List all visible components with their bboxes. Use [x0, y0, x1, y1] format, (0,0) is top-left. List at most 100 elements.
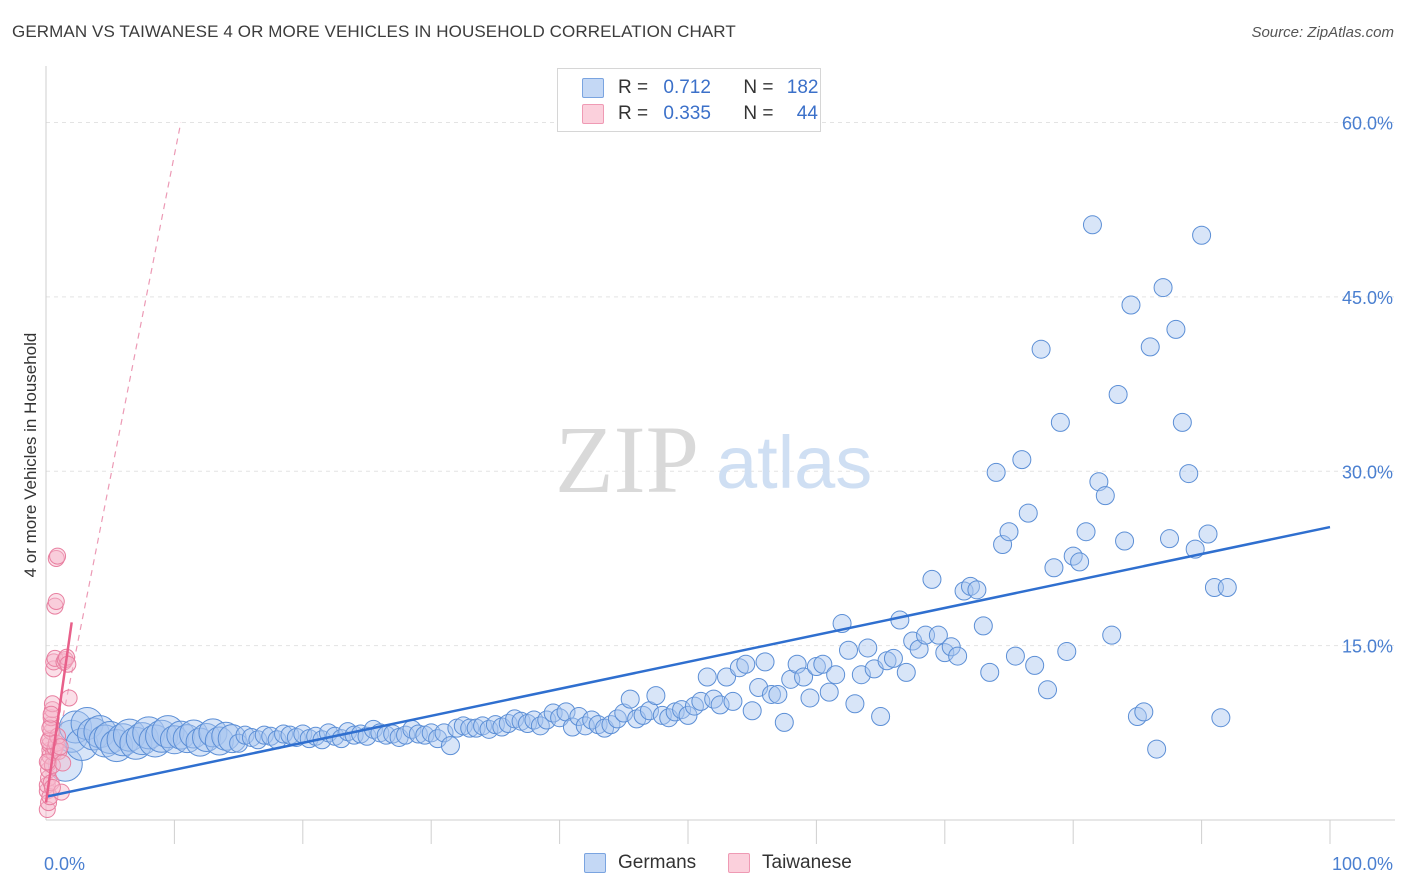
chart-title: GERMAN VS TAIWANESE 4 OR MORE VEHICLES I… — [12, 22, 736, 41]
bottom-legend-swatch-taiwanese — [728, 853, 750, 873]
germans-point — [1070, 552, 1090, 572]
germans-point — [1031, 339, 1051, 359]
germans-points — [47, 215, 1237, 782]
legend-r-value: 0.712 — [663, 77, 711, 98]
legend-swatch-taiwanese — [582, 104, 604, 124]
x-tick-label: 100.0% — [1332, 854, 1393, 874]
legend-n-value: 44 — [796, 103, 818, 124]
germans-point — [1153, 278, 1173, 298]
germans-point — [100, 729, 134, 763]
germans-point — [1172, 412, 1192, 432]
germans-point — [1166, 319, 1186, 339]
germans-point — [1140, 337, 1160, 357]
germans-point — [83, 715, 117, 749]
germans-point — [967, 580, 987, 600]
x-tick-labels: 0.0% 100.0% — [44, 854, 1393, 874]
germans-point — [1198, 524, 1218, 544]
germans-point — [896, 662, 916, 682]
germans-point — [948, 646, 968, 666]
germans-point — [1121, 295, 1141, 315]
legend-swatch-germans — [582, 78, 604, 98]
germans-point — [198, 718, 228, 748]
germans-trend-line — [45, 525, 1331, 798]
germans-point — [742, 701, 762, 721]
taiwanese-point — [60, 689, 78, 707]
germans-point — [819, 682, 839, 702]
germans-point — [125, 722, 159, 756]
germans-point — [595, 718, 615, 738]
legend-r-label: R = — [618, 103, 649, 124]
germans-point — [620, 689, 640, 709]
legend-row-germans: R = 0.712 N = 182 — [582, 75, 818, 101]
germans-point — [1025, 655, 1045, 675]
germans-point — [909, 639, 929, 659]
germans-point — [1038, 680, 1058, 700]
germans-point — [960, 576, 980, 596]
germans-point — [890, 610, 910, 630]
germans-point — [646, 686, 666, 706]
germans-point — [787, 654, 807, 674]
legend-n-value: 182 — [786, 77, 819, 98]
germans-point — [1211, 708, 1231, 728]
taiwanese-point — [40, 732, 58, 750]
germans-point — [993, 534, 1013, 554]
axes — [45, 66, 1395, 844]
legend-r-label: R = — [618, 77, 649, 98]
germans-point — [434, 723, 454, 743]
germans-point — [440, 736, 460, 756]
germans-point — [569, 707, 589, 727]
bottom-legend-taiwanese: Taiwanese — [728, 852, 852, 874]
taiwanese-points — [38, 547, 78, 819]
germans-point — [254, 725, 274, 745]
germans-point — [941, 637, 961, 657]
y-tick-label: 15.0% — [1342, 637, 1393, 657]
watermark-zip: ZIP — [555, 406, 699, 513]
bottom-legend-label: Germans — [618, 852, 697, 873]
bottom-legend-germans: Germans — [584, 852, 696, 874]
germans-point — [1134, 702, 1154, 722]
trend-lines — [44, 525, 1331, 803]
germans-point — [813, 654, 833, 674]
watermark: ZIP atlas — [555, 406, 872, 513]
germans-point — [697, 667, 717, 687]
germans-point — [1147, 739, 1167, 759]
germans-point — [761, 684, 781, 704]
taiwanese-trend-extension — [45, 122, 182, 803]
legend-r-value: 0.335 — [663, 103, 711, 124]
germans-point — [729, 658, 749, 678]
x-tick-label: 0.0% — [44, 854, 85, 874]
bottom-legend-swatch-germans — [584, 853, 606, 873]
germans-point — [980, 662, 1000, 682]
germans-point — [736, 654, 756, 674]
germans-point — [839, 640, 858, 660]
germans-point — [1115, 531, 1135, 551]
germans-point — [723, 691, 743, 711]
germans-point — [1160, 529, 1179, 549]
germans-point — [119, 726, 153, 760]
watermark-atlas: atlas — [716, 421, 872, 504]
taiwanese-point — [59, 655, 77, 673]
germans-point — [614, 703, 634, 723]
legend-n-label: N = — [743, 77, 774, 98]
germans-point — [883, 648, 903, 668]
germans-point — [851, 665, 871, 685]
germans-point — [1057, 641, 1077, 661]
legend: R = 0.712 N = 182 R = 0.335 N = 44 — [557, 68, 821, 132]
y-tick-label: 30.0% — [1342, 462, 1393, 482]
y-tick-labels: 15.0% 30.0% 45.0% 60.0% — [1342, 114, 1393, 657]
germans-point — [1012, 450, 1032, 470]
taiwanese-trend-extension-line — [45, 122, 182, 803]
germans-point — [274, 724, 294, 744]
germans-point — [59, 710, 93, 744]
germans-point — [710, 695, 730, 715]
germans-point — [1044, 558, 1064, 578]
y-axis-label: 4 or more Vehicles in Household — [21, 333, 40, 578]
germans-point — [774, 712, 794, 732]
germans-point — [826, 665, 846, 685]
germans-point — [1108, 385, 1128, 405]
germans-point — [871, 707, 891, 727]
gridlines — [46, 122, 1395, 647]
germans-point — [800, 688, 820, 708]
chart-source: Source: ZipAtlas.com — [1251, 24, 1394, 41]
germans-point — [794, 667, 814, 687]
